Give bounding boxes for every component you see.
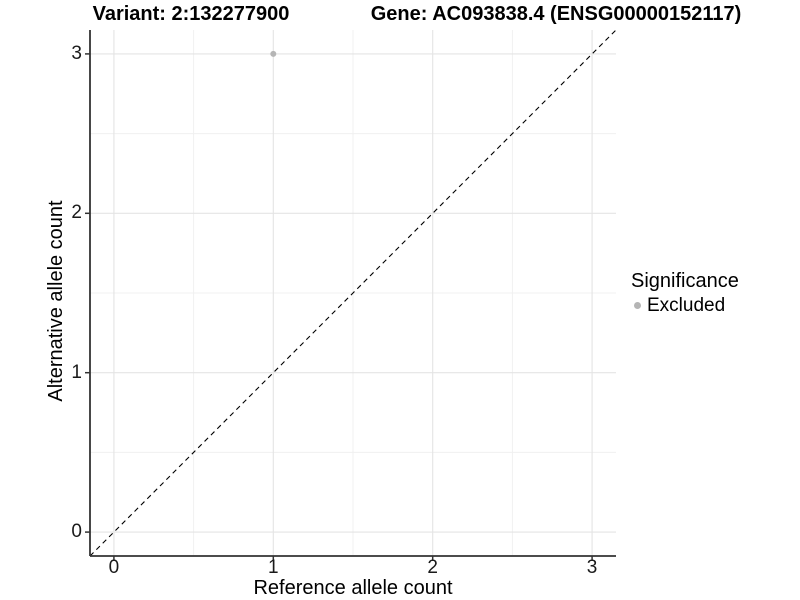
y-tick-label: 0 bbox=[71, 521, 82, 543]
x-tick-label: 1 bbox=[268, 557, 279, 578]
legend-point-marker-icon bbox=[634, 302, 641, 309]
plot-title-variant: Variant: 2:132277900 bbox=[92, 3, 290, 25]
x-axis-title: Reference allele count bbox=[253, 577, 453, 599]
data-point-excluded bbox=[270, 50, 277, 57]
x-tick-label: 2 bbox=[427, 557, 438, 578]
legend-items: Excluded bbox=[631, 295, 739, 316]
legend-item-label: Excluded bbox=[647, 295, 726, 316]
y-tick-label: 3 bbox=[71, 42, 82, 64]
y-tick-label: 2 bbox=[71, 202, 82, 224]
legend-title: Significance bbox=[631, 270, 739, 292]
x-tick-label: 3 bbox=[586, 557, 598, 578]
identity-reference-line bbox=[89, 29, 617, 557]
legend-item: Excluded bbox=[631, 295, 739, 316]
y-axis-title: Alternative allele count bbox=[45, 200, 67, 402]
y-tick-label: 1 bbox=[71, 361, 82, 383]
legend: Significance Excluded bbox=[631, 270, 739, 316]
x-tick-label: 0 bbox=[108, 557, 120, 578]
plot-title-gene: Gene: AC093838.4 (ENSG00000152117) bbox=[370, 3, 742, 25]
